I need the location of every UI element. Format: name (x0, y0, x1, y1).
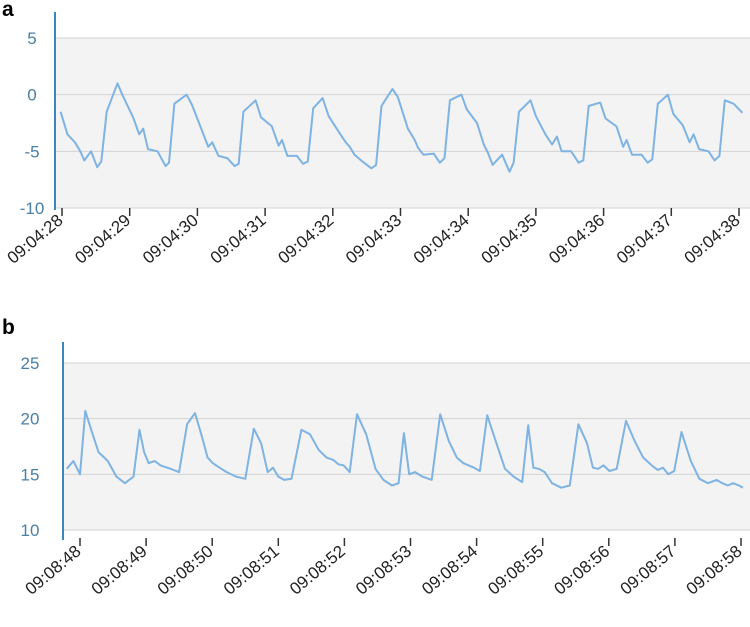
chart-b-svg: 25 20 15 10 09:08:48 09:08:49 09:08:50 09:08:51… (21, 342, 750, 599)
x-tick-label-a-8: 09:04:36 (545, 211, 608, 268)
series-line-b-0 (66, 409, 744, 489)
x-tick-label-b-4: 09:08:52 (286, 542, 349, 599)
x-tick-label-a-6: 09:04:34 (410, 211, 473, 268)
chart-panel-a: a 5 0 -5 -10 09:04:28 09:04:29 09:04:30 09:04:3… (0, 0, 750, 312)
x-tick-label-a-10: 09:04:38 (681, 211, 744, 268)
y-tick-label-b-2: 15 (21, 465, 40, 484)
chart-panel-b: b 25 20 15 10 09:08:48 09:08:49 09:08:50 09:08:… (0, 316, 750, 627)
plot-background-a (55, 38, 750, 208)
x-tick-label-b-3: 09:08:51 (220, 542, 283, 599)
x-tick-label-a-9: 09:04:37 (613, 211, 676, 268)
x-tick-label-a-3: 09:04:31 (207, 211, 270, 268)
y-tick-label-a-3: -10 (20, 199, 45, 218)
x-tick-label-a-4: 09:04:32 (274, 211, 337, 268)
x-tick-label-a-0: 09:04:28 (4, 211, 67, 268)
y-tick-label-a-2: -5 (24, 142, 39, 161)
y-tick-label-a-0: 5 (27, 29, 36, 48)
panel-label-a: a (2, 0, 14, 21)
x-tick-label-b-8: 09:08:56 (550, 542, 613, 599)
x-tick-label-a-1: 09:04:29 (71, 211, 134, 268)
y-tick-label-b-3: 10 (21, 521, 40, 540)
y-tick-label-a-1: 0 (27, 86, 36, 105)
panel-label-b: b (2, 316, 15, 339)
x-tick-label-a-5: 09:04:33 (342, 211, 405, 268)
x-tick-label-b-0: 09:08:48 (22, 542, 85, 599)
y-tick-label-b-1: 20 (21, 410, 40, 429)
x-tick-label-b-2: 09:08:50 (154, 542, 217, 599)
x-tick-label-a-2: 09:04:30 (139, 211, 202, 268)
x-tick-label-b-10: 09:08:58 (683, 542, 746, 599)
x-tick-label-b-7: 09:08:55 (484, 542, 547, 599)
y-tick-label-b-0: 25 (21, 354, 40, 373)
x-tick-label-b-1: 09:08:49 (88, 542, 151, 599)
series-line-a-0 (59, 82, 744, 173)
x-tick-label-b-6: 09:08:54 (418, 542, 481, 599)
x-tick-label-a-7: 09:04:35 (478, 211, 541, 268)
x-tick-label-b-5: 09:08:53 (352, 542, 415, 599)
x-tick-label-b-9: 09:08:57 (617, 542, 680, 599)
